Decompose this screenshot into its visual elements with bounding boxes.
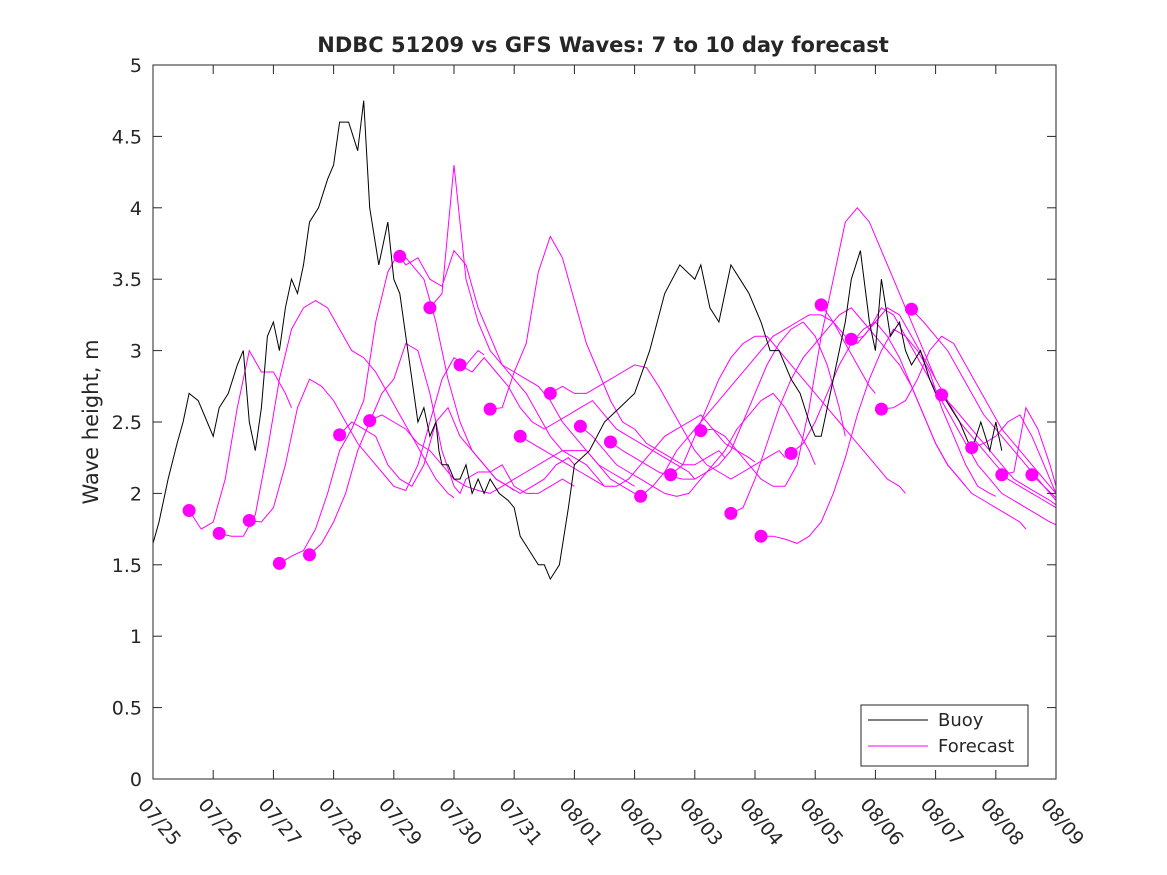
forecast-marker-1 — [182, 504, 196, 517]
forecast-marker-18 — [694, 424, 708, 438]
forecast-marker-22 — [814, 298, 828, 312]
y-tick-label: 0.5 — [112, 698, 142, 720]
forecast-marker-28 — [995, 468, 1009, 482]
forecast-marker-10 — [453, 358, 467, 372]
forecast-line-1 — [188, 349, 292, 530]
forecast-marker-29 — [1025, 468, 1039, 482]
forecast-line-2 — [219, 300, 455, 537]
forecast-line-11 — [490, 235, 726, 466]
forecast-marker-20 — [754, 529, 768, 543]
y-tick-label: 5 — [130, 55, 142, 77]
y-tick-label: 1.5 — [112, 555, 142, 577]
forecast-line-15 — [610, 321, 846, 480]
forecast-marker-7 — [363, 414, 377, 428]
forecast-marker-2 — [212, 526, 226, 540]
forecast-marker-17 — [664, 468, 678, 482]
y-tick-label: 2.5 — [112, 412, 142, 434]
forecast-line-27 — [971, 414, 1057, 494]
forecast-line-3 — [249, 349, 485, 523]
forecast-marker-3 — [242, 514, 256, 527]
y-tick-label: 4 — [130, 198, 142, 220]
forecast-marker-16 — [634, 489, 648, 503]
legend: Buoy Forecast — [860, 704, 1029, 767]
y-tick-label: 4.5 — [112, 126, 142, 148]
forecast-line-12 — [519, 414, 756, 487]
forecast-line-28 — [1001, 406, 1057, 487]
forecast-marker-25 — [905, 302, 918, 316]
legend-box — [860, 704, 1029, 767]
forecast-marker-5 — [303, 548, 316, 562]
forecast-marker-15 — [604, 435, 617, 449]
forecast-line-9 — [429, 164, 635, 487]
forecast-line-24 — [881, 335, 1057, 494]
forecast-marker-26 — [935, 388, 949, 402]
forecast-marker-13 — [543, 386, 557, 400]
chart-title: NDBC 51209 vs GFS Waves: 7 to 10 day for… — [317, 33, 888, 57]
y-tick-label: 1 — [130, 626, 142, 648]
forecast-line-17 — [670, 335, 906, 494]
legend-forecast-label: Forecast — [938, 736, 1014, 757]
forecast-marker-8 — [393, 249, 407, 263]
plot-area — [152, 65, 1057, 779]
forecast-marker-24 — [874, 402, 888, 416]
forecast-marker-12 — [513, 429, 527, 443]
forecast-marker-11 — [483, 402, 497, 416]
y-tick-label: 3.5 — [112, 269, 142, 291]
y-axis-label: Wave height, m — [79, 339, 103, 504]
forecast-marker-9 — [423, 301, 437, 315]
forecast-marker-4 — [272, 556, 286, 570]
legend-buoy-label: Buoy — [938, 710, 984, 731]
forecast-marker-6 — [333, 428, 347, 442]
forecast-marker-14 — [573, 419, 587, 433]
forecast-marker-23 — [844, 332, 858, 346]
forecast-line-7 — [369, 414, 605, 494]
y-tick-label: 3 — [130, 341, 142, 363]
buoy-line — [152, 100, 1003, 581]
forecast-line-20 — [761, 328, 997, 544]
forecast-line-21 — [790, 321, 1027, 530]
y-tick-label: 0 — [130, 769, 142, 791]
forecast-line-6 — [339, 406, 575, 494]
forecast-line-23 — [851, 307, 1057, 509]
forecast-line-5 — [309, 342, 575, 556]
forecast-line-26 — [941, 394, 1057, 506]
forecast-line-10 — [459, 356, 696, 480]
forecast-marker-19 — [724, 506, 738, 520]
forecast-marker-21 — [784, 446, 798, 460]
forecast-line-16 — [640, 314, 876, 497]
forecast-marker-27 — [965, 441, 979, 455]
y-tick-label: 2 — [130, 483, 142, 505]
